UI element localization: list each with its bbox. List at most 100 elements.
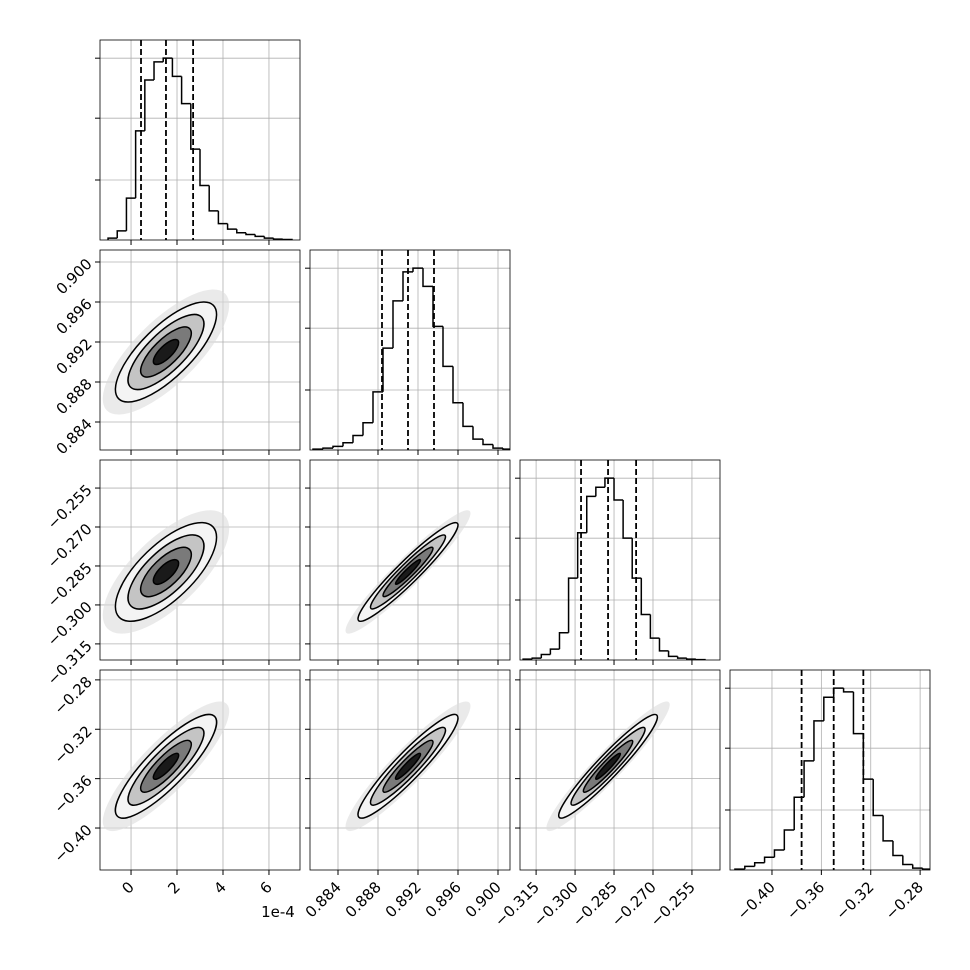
histogram-bin	[263, 236, 274, 239]
histogram-bin	[236, 229, 246, 234]
histogram-bin	[245, 232, 256, 236]
histogram-bin	[649, 614, 660, 639]
panel-content	[100, 250, 300, 450]
x-tick-label: −0.28	[882, 878, 927, 923]
histogram-bin	[162, 57, 173, 62]
histogram-bin	[586, 495, 596, 533]
histogram-bin	[217, 210, 228, 225]
histogram-bin	[372, 391, 383, 423]
histogram-bin	[144, 79, 155, 131]
density-contour	[394, 558, 422, 586]
panel-content	[100, 460, 300, 660]
y-tick-label: −0.36	[50, 772, 95, 817]
panel	[305, 249, 511, 455]
histogram-bin	[604, 477, 615, 488]
density-contour	[152, 558, 180, 586]
histogram-bin	[254, 234, 265, 238]
histogram-bin	[640, 578, 651, 616]
panel: −0.315−0.300−0.285−0.270−0.255	[44, 459, 301, 689]
histogram-bin	[813, 720, 824, 761]
histogram-bin	[613, 478, 624, 501]
panel	[95, 39, 301, 245]
histogram-bin	[382, 347, 393, 392]
panel: −0.40 −0.36 −0.32 −0.28	[725, 669, 931, 923]
histogram-bin	[442, 326, 453, 368]
y-tick-label: −0.40	[50, 821, 95, 866]
panel-content	[730, 670, 930, 870]
histogram-bin	[558, 631, 569, 650]
histogram-bin	[190, 103, 200, 150]
panel: 0 2 4 6−0.40−0.36−0.32−0.28	[50, 669, 301, 898]
histogram-bin	[492, 444, 503, 449]
y-tick-label: −0.32	[50, 722, 95, 767]
histogram-bin	[272, 238, 283, 240]
panel	[305, 459, 511, 665]
histogram-bin	[226, 223, 237, 230]
histogram-bin	[199, 149, 210, 187]
histogram-bin	[793, 796, 805, 830]
histogram-bin	[921, 868, 930, 870]
histogram-bin	[892, 840, 903, 857]
panel-content	[520, 460, 720, 660]
histogram-bin	[362, 421, 373, 436]
panel-content	[100, 670, 300, 870]
x-tick-label: −0.32	[832, 878, 877, 923]
panel-frame	[309, 249, 511, 451]
histogram-bin	[631, 538, 642, 579]
histogram-bin	[773, 849, 785, 858]
histogram-bin	[332, 445, 343, 449]
x-tick-label: 0.896	[422, 878, 465, 921]
x-tick-label: 0.884	[302, 878, 345, 921]
histogram-bin	[462, 402, 473, 428]
y-tick-label: 0.896	[53, 295, 96, 338]
histogram-bin	[872, 779, 884, 817]
histogram-bin	[502, 448, 510, 450]
panel	[515, 459, 721, 665]
density-contour	[152, 338, 180, 366]
histogram-bin	[482, 439, 493, 446]
histogram-bin	[422, 268, 433, 288]
density-contour	[594, 752, 622, 781]
panel-frame	[519, 459, 721, 661]
panel-frame	[309, 669, 511, 871]
histogram-bin	[803, 760, 814, 798]
histogram-bin	[744, 865, 755, 870]
histogram-bin	[576, 531, 587, 579]
panel-frame	[309, 459, 511, 661]
x-tick-label: −0.36	[783, 878, 828, 923]
histogram-bin	[753, 861, 765, 867]
x-tick-label: 0	[118, 878, 137, 897]
histogram-bin	[402, 271, 413, 301]
histogram-bin	[667, 650, 678, 658]
histogram-bin	[686, 658, 696, 660]
panel-content	[310, 670, 510, 870]
x-tick-label: −0.40	[734, 878, 779, 923]
histogram-bin	[852, 691, 864, 735]
histogram-bin	[116, 230, 127, 239]
panel-content	[520, 670, 720, 870]
histogram-bin	[882, 815, 893, 842]
histogram-bin	[823, 696, 834, 721]
x-tick-label: 2	[164, 878, 183, 897]
y-tick-label: 0.888	[53, 375, 96, 418]
histogram-bin	[676, 656, 687, 659]
y-tick-label: 0.900	[53, 255, 96, 298]
panel-frame	[729, 669, 931, 871]
histogram-bin	[153, 61, 164, 80]
density-contour	[394, 752, 422, 781]
panel-content	[100, 40, 300, 240]
x-tick-label: 0.888	[342, 878, 385, 921]
histogram-bin	[658, 638, 669, 652]
histogram-bin	[595, 486, 605, 497]
panel: −0.315−0.300−0.285−0.270−0.255	[491, 669, 721, 930]
histogram-bin	[622, 500, 633, 539]
histogram-bin	[763, 856, 775, 863]
histogram-bin	[180, 76, 191, 105]
histogram-bin	[783, 829, 795, 850]
histogram-bin	[531, 657, 542, 660]
histogram-bin	[540, 653, 551, 659]
histogram-bin	[472, 426, 483, 440]
